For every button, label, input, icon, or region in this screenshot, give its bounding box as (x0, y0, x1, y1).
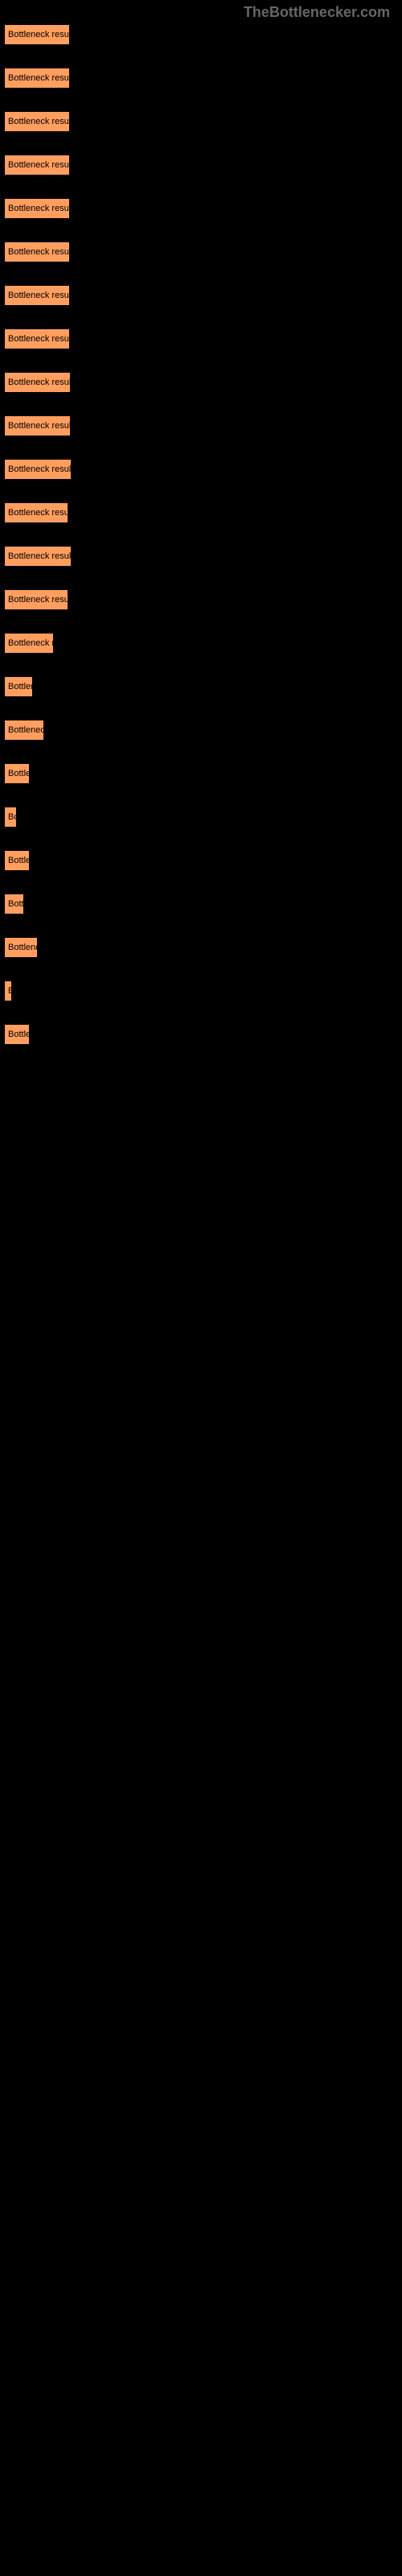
bar-label: Bottleneck resul (8, 595, 68, 605)
bar-label: Bottleneck result (8, 334, 70, 344)
bar-label: Bottleneck result (8, 247, 70, 257)
bar-label: Bottleneck resul (8, 508, 68, 518)
bar-label: Bottlene (8, 943, 38, 952)
bar-label: Bottleneck result (8, 378, 71, 387)
bar-label: Bottleneck result (8, 464, 72, 474)
bar: Bottle (4, 763, 30, 784)
bar-row: Bottleneck result (4, 24, 402, 45)
bar-row: Bottle (4, 763, 402, 784)
bar: Bottlene (4, 937, 38, 958)
bar: Bottleneck result (4, 328, 70, 349)
bar-row: Bottleneck result (4, 285, 402, 306)
bar: Bottleneck result (4, 546, 72, 567)
bar-label: Bottleneck result (8, 291, 70, 300)
bar: Bottle (4, 1024, 30, 1045)
bar-row: Bott (4, 894, 402, 914)
bar-row: Bottleneck r (4, 633, 402, 654)
bar: Bottleneck result (4, 242, 70, 262)
bar-row: Bottleneck result (4, 68, 402, 89)
bar-label: Bottleneck result (8, 551, 72, 561)
bar-row: Bottlen (4, 676, 402, 697)
bar-label: B (8, 986, 12, 996)
bar: Bottleneck resul (4, 502, 68, 523)
bar-label: Bottleneck (8, 725, 44, 735)
bar-row: Bottleneck result (4, 198, 402, 219)
bar-label: Bottle (8, 1030, 30, 1039)
bar-label: Bottlen (8, 682, 33, 691)
bar: Bottle (4, 850, 30, 871)
bar: Bottlen (4, 676, 33, 697)
bar-row: Bo (4, 807, 402, 828)
bar: Bottleneck resul (4, 589, 68, 610)
bar-label: Bottleneck r (8, 638, 54, 648)
bar: Bottleneck result (4, 415, 71, 436)
watermark-text: TheBottlenecker.com (244, 4, 390, 21)
bar-row: Bottle (4, 1024, 402, 1045)
bar: Bottleneck result (4, 198, 70, 219)
bar-row: Bottleneck result (4, 372, 402, 393)
bar: Bottleneck result (4, 285, 70, 306)
bar: Bottleneck result (4, 372, 71, 393)
bar: Bottleneck result (4, 68, 70, 89)
bar-label: Bott (8, 899, 24, 909)
bar: B (4, 980, 12, 1001)
bar-row: Bottleneck result (4, 546, 402, 567)
bar: Bottleneck result (4, 155, 70, 175)
bar-label: Bottleneck result (8, 117, 70, 126)
bar-label: Bottle (8, 769, 30, 778)
bar-label: Bottleneck result (8, 73, 70, 83)
bar-row: Bottleneck result (4, 459, 402, 480)
bar-row: Bottlene (4, 937, 402, 958)
bar-row: Bottleneck result (4, 328, 402, 349)
bar-row: Bottleneck resul (4, 502, 402, 523)
bar-row: Bottleneck result (4, 242, 402, 262)
bar-row: Bottle (4, 850, 402, 871)
bar-label: Bottleneck result (8, 421, 71, 431)
bar-row: Bottleneck result (4, 155, 402, 175)
bar: Bottleneck result (4, 111, 70, 132)
bar-row: Bottleneck resul (4, 589, 402, 610)
bar-label: Bottleneck result (8, 204, 70, 213)
bar-row: Bottleneck result (4, 415, 402, 436)
bar-row: B (4, 980, 402, 1001)
bar-row: Bottleneck (4, 720, 402, 741)
bar-label: Bottle (8, 856, 30, 865)
bar: Bottleneck r (4, 633, 54, 654)
bar-label: Bottleneck result (8, 160, 70, 170)
bar-chart: Bottleneck result Bottleneck result Bottle… (0, 0, 402, 1045)
bar: Bo (4, 807, 17, 828)
bar: Bottleneck result (4, 459, 72, 480)
bar: Bottleneck result (4, 24, 70, 45)
bar: Bott (4, 894, 24, 914)
bar: Bottleneck (4, 720, 44, 741)
bar-row: Bottleneck result (4, 111, 402, 132)
bar-label: Bottleneck result (8, 30, 70, 39)
bar-label: Bo (8, 812, 17, 822)
